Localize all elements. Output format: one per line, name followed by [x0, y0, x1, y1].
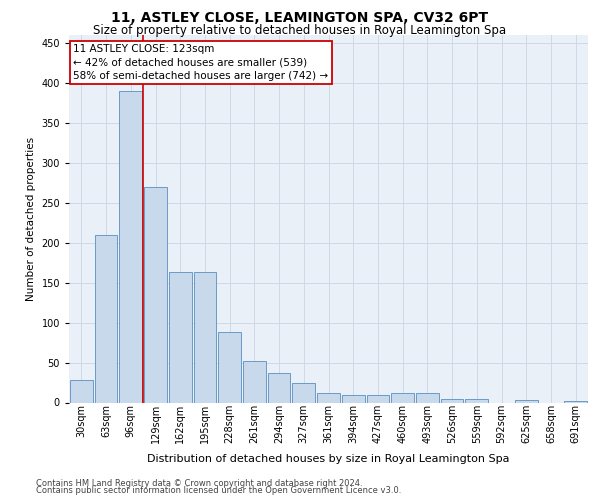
Bar	[466, 398, 488, 402]
Bar	[441, 398, 463, 402]
Bar	[391, 393, 414, 402]
Bar	[292, 382, 315, 402]
Bar	[169, 272, 191, 402]
Text: Contains public sector information licensed under the Open Government Licence v3: Contains public sector information licen…	[36, 486, 401, 495]
Bar	[218, 332, 241, 402]
X-axis label: Distribution of detached houses by size in Royal Leamington Spa: Distribution of detached houses by size …	[147, 454, 510, 464]
Text: Size of property relative to detached houses in Royal Leamington Spa: Size of property relative to detached ho…	[94, 24, 506, 37]
Bar	[194, 272, 216, 402]
Bar	[243, 361, 266, 403]
Text: 11, ASTLEY CLOSE, LEAMINGTON SPA, CV32 6PT: 11, ASTLEY CLOSE, LEAMINGTON SPA, CV32 6…	[112, 11, 488, 25]
Bar	[367, 394, 389, 402]
Bar	[515, 400, 538, 402]
Bar	[317, 393, 340, 402]
Bar	[564, 401, 587, 402]
Bar	[119, 91, 142, 402]
Bar	[342, 394, 365, 402]
Bar	[95, 234, 118, 402]
Bar	[416, 393, 439, 402]
Text: Contains HM Land Registry data © Crown copyright and database right 2024.: Contains HM Land Registry data © Crown c…	[36, 478, 362, 488]
Bar	[70, 380, 93, 402]
Text: 11 ASTLEY CLOSE: 123sqm
← 42% of detached houses are smaller (539)
58% of semi-d: 11 ASTLEY CLOSE: 123sqm ← 42% of detache…	[73, 44, 328, 80]
Bar	[144, 187, 167, 402]
Bar	[268, 373, 290, 402]
Y-axis label: Number of detached properties: Number of detached properties	[26, 136, 36, 301]
